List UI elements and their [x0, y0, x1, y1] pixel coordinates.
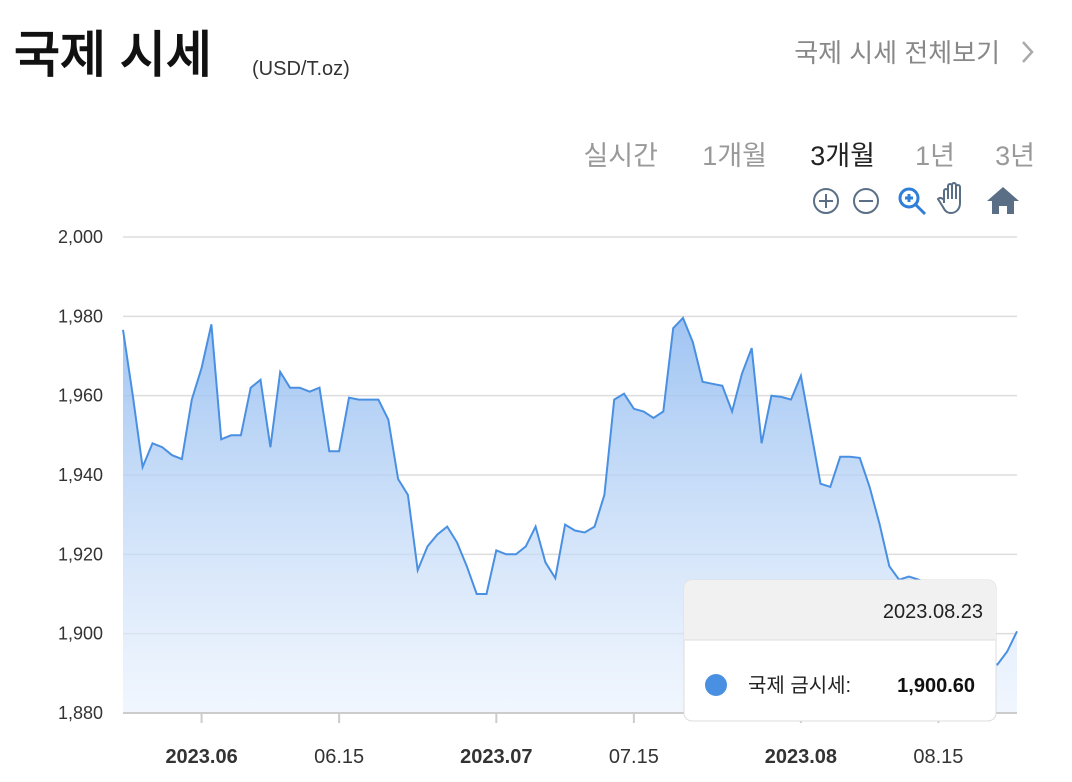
zoom-select-icon[interactable]	[898, 187, 927, 216]
tooltip-header	[684, 580, 996, 640]
line	[122, 316, 1018, 666]
toolbar	[813, 182, 1019, 216]
period-tab[interactable]: 실시간	[583, 141, 658, 171]
zoom-out-icon[interactable]	[853, 188, 879, 214]
reset-icon[interactable]	[987, 187, 1019, 214]
chevron-icon[interactable]	[1022, 41, 1034, 63]
y-tick-label: 2,000	[58, 227, 103, 247]
period-tab[interactable]: 3개월	[810, 141, 875, 171]
unit-label: (USD/T.oz)	[252, 58, 350, 80]
view-all-link[interactable]: 국제 시세 전체보기	[794, 38, 1000, 68]
zoom-in-icon[interactable]	[813, 188, 839, 214]
pan-icon[interactable]	[936, 182, 961, 215]
x-tick-label: 08.15	[913, 746, 963, 768]
y-tick-label: 1,940	[58, 465, 103, 485]
period-tab[interactable]: 3년	[995, 141, 1035, 171]
y-tick-label: 1,900	[58, 624, 103, 644]
x-tick-label: 07.15	[609, 746, 659, 768]
y-tick-label: 1,960	[58, 386, 103, 406]
x-tick-label: 2023.07	[460, 746, 532, 768]
y-tick-label: 1,920	[58, 544, 103, 564]
tooltip-value: 1,900.60	[897, 675, 975, 697]
tooltip: 2023.08.23 국제 금시세: 1,900.60	[683, 579, 997, 722]
tabs: 실시간 1개월 3개월 1년 3년	[583, 141, 1035, 171]
tooltip-dot	[705, 674, 727, 696]
x-tick-label: 2023.08	[765, 746, 837, 768]
period-tab[interactable]: 1개월	[702, 141, 767, 171]
x-tick-label: 06.15	[314, 746, 364, 768]
y-tick-label: 1,980	[58, 306, 103, 326]
tooltip-label: 국제 금시세:	[748, 674, 851, 697]
y-tick-label: 1,880	[58, 703, 103, 723]
x-tick-label: 2023.06	[165, 746, 237, 768]
page-title: 국제 시세	[14, 27, 212, 83]
period-tab[interactable]: 1년	[915, 141, 955, 171]
tooltip-date: 2023.08.23	[883, 601, 983, 623]
